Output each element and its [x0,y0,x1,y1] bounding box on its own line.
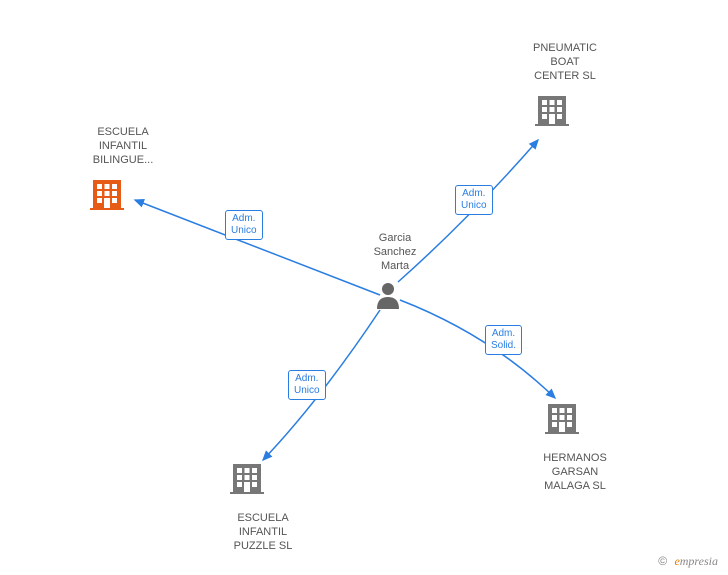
person-icon [375,281,401,314]
relationship-label: Adm. Unico [225,210,263,240]
company-node-label: HERMANOS GARSAN MALAGA SL [530,452,620,493]
building-icon [535,94,569,131]
company-node-label: ESCUELA INFANTIL PUZZLE SL [218,512,308,553]
building-icon [90,178,124,215]
building-icon [545,402,579,439]
company-node-label: ESCUELA INFANTIL BILINGUE... [78,126,168,167]
relationship-label: Adm. Solid. [485,325,522,355]
relationship-label: Adm. Unico [288,370,326,400]
center-node-label: Garcia Sanchez Marta [365,232,425,273]
relationship-label: Adm. Unico [455,185,493,215]
copyright-symbol: © [658,554,667,568]
building-icon [230,462,264,499]
brand-rest: mpresia [680,554,718,568]
relationship-edge [400,300,555,398]
company-node-label: PNEUMATIC BOAT CENTER SL [520,42,610,83]
footer-attribution: © empresia [658,554,718,569]
